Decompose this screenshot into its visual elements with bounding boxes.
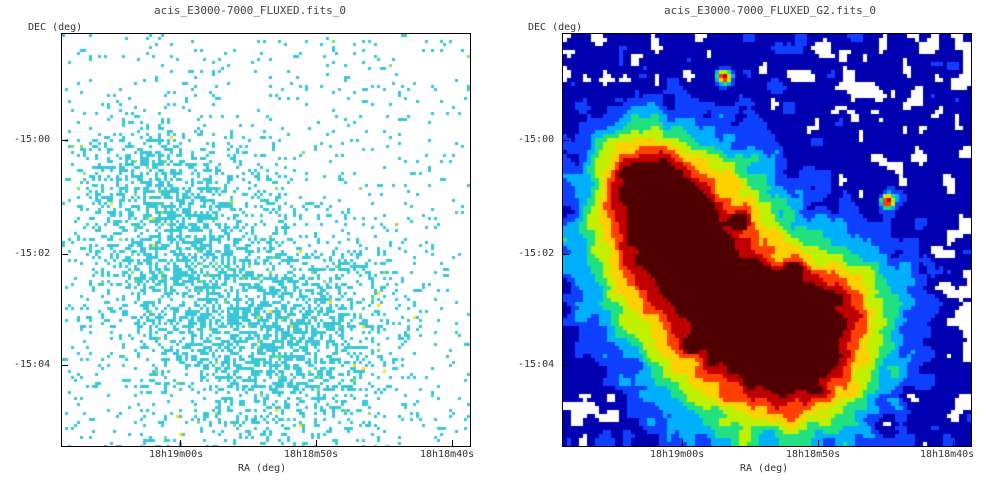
left-y-tick-3: -15:04 xyxy=(14,359,51,370)
right-heatmap-canvas[interactable] xyxy=(563,34,971,446)
right-image-frame[interactable] xyxy=(562,33,972,447)
right-y-tickmark-2 xyxy=(562,254,569,255)
left-y-tick-1: -15:00 xyxy=(14,134,51,145)
left-x-tickmark-1 xyxy=(180,440,181,447)
left-y-tickmark-1 xyxy=(61,140,68,141)
left-x-tickmark-3 xyxy=(452,440,453,447)
left-y-tick-2: -15:02 xyxy=(14,248,51,259)
left-x-tick-2: 18h18m50s xyxy=(284,449,339,460)
right-y-tickmark-3 xyxy=(562,365,569,366)
right-image-panel: acis_E3000-7000_FLUXED_G2.fits_0 DEC (de… xyxy=(500,0,1000,485)
right-x-tickmark-3 xyxy=(953,440,954,447)
right-x-axis-label: RA (deg) xyxy=(740,463,789,474)
right-panel-title: acis_E3000-7000_FLUXED_G2.fits_0 xyxy=(664,4,876,17)
right-x-tick-3: 18h18m40s xyxy=(920,449,975,460)
left-y-tickmark-2 xyxy=(61,254,68,255)
right-y-tick-3: -15:04 xyxy=(518,359,555,370)
right-y-tick-2: -15:02 xyxy=(518,248,555,259)
right-y-tick-1: -15:00 xyxy=(518,134,555,145)
right-x-tickmark-2 xyxy=(818,440,819,447)
left-y-tickmark-3 xyxy=(61,365,68,366)
left-image-frame[interactable] xyxy=(61,33,471,447)
left-panel-title: acis_E3000-7000_FLUXED.fits_0 xyxy=(153,4,347,17)
right-x-tick-2: 18h18m50s xyxy=(786,449,841,460)
right-x-tick-1: 18h19m00s xyxy=(650,449,705,460)
left-x-tickmark-2 xyxy=(316,440,317,447)
left-x-axis-label: RA (deg) xyxy=(238,463,287,474)
left-x-tick-1: 18h19m00s xyxy=(149,449,204,460)
left-x-tick-3: 18h18m40s xyxy=(420,449,475,460)
left-image-panel: acis_E3000-7000_FLUXED.fits_0 DEC (deg) … xyxy=(14,4,475,474)
left-heatmap-canvas[interactable] xyxy=(62,34,470,446)
right-y-axis-label: DEC (deg) xyxy=(528,22,583,33)
right-x-tickmark-1 xyxy=(682,440,683,447)
left-y-axis-label: DEC (deg) xyxy=(28,22,83,33)
right-y-tickmark-1 xyxy=(562,140,569,141)
